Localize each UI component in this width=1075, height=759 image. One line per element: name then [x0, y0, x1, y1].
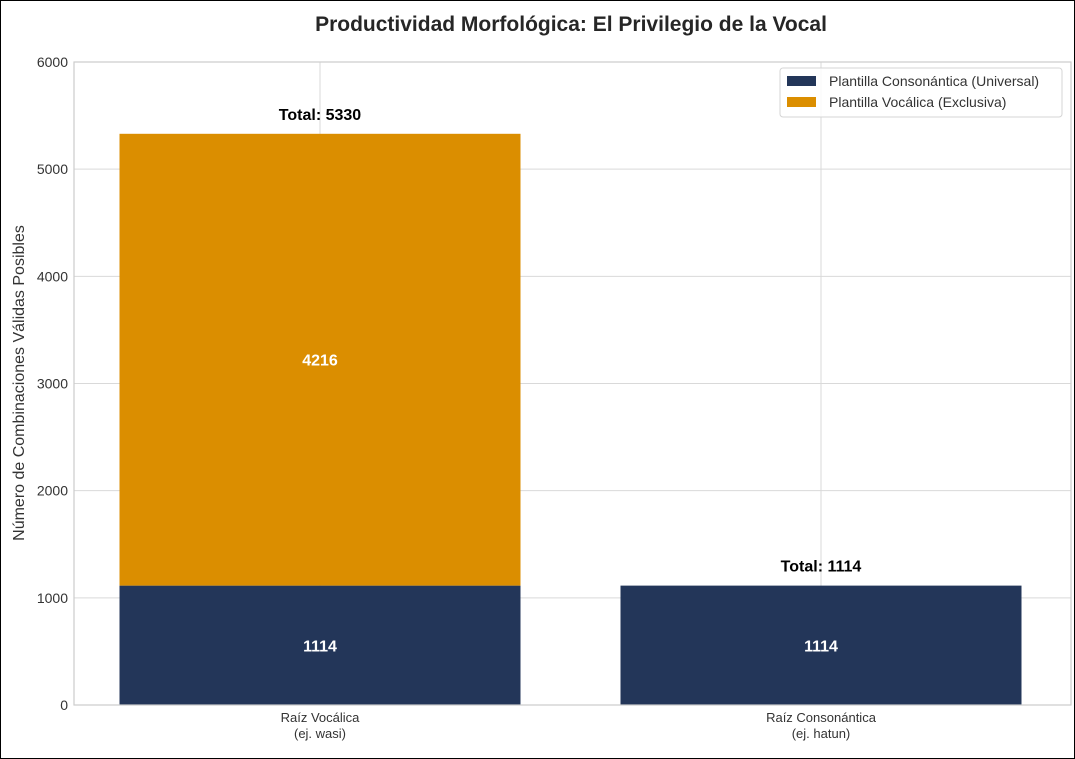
legend-swatch [787, 97, 816, 107]
chart-title: Productividad Morfológica: El Privilegio… [315, 13, 827, 36]
y-axis-label: Número de Combinaciones Válidas Posibles [11, 225, 28, 541]
y-tick-label: 4000 [37, 268, 68, 284]
plot-area-border [73, 61, 1072, 706]
y-tick-label: 1000 [37, 590, 68, 606]
bar-segment [119, 133, 521, 586]
bar-value-label: 4216 [302, 353, 338, 370]
bar-total-label: Total: 5330 [279, 107, 362, 124]
x-tick-sublabel: (ej. wasi) [294, 726, 346, 741]
y-tick-label: 5000 [37, 161, 68, 177]
legend-swatch [787, 76, 816, 86]
bar-value-label: 1114 [303, 638, 337, 655]
y-tick-label: 2000 [37, 483, 68, 499]
bar-segment [620, 585, 1022, 705]
legend: Plantilla Consonántica (Universal) Planti… [779, 67, 1063, 118]
y-tick-label: 0 [60, 697, 68, 713]
y-tick-label: 6000 [37, 54, 68, 70]
legend-label: Plantilla Consonántica (Universal) [829, 73, 1039, 89]
y-tick-label: 3000 [37, 376, 68, 392]
x-tick-label: Raíz Vocálica [281, 710, 361, 725]
x-tick-label: Raíz Consonántica [766, 710, 877, 725]
bar-total-label: Total: 1114 [781, 559, 862, 576]
bar-segment [119, 585, 521, 705]
bar-value-label: 1114 [804, 638, 838, 655]
legend-box [779, 67, 1063, 118]
x-tick-sublabel: (ej. hatun) [792, 726, 851, 741]
legend-label: Plantilla Vocálica (Exclusiva) [829, 94, 1006, 110]
